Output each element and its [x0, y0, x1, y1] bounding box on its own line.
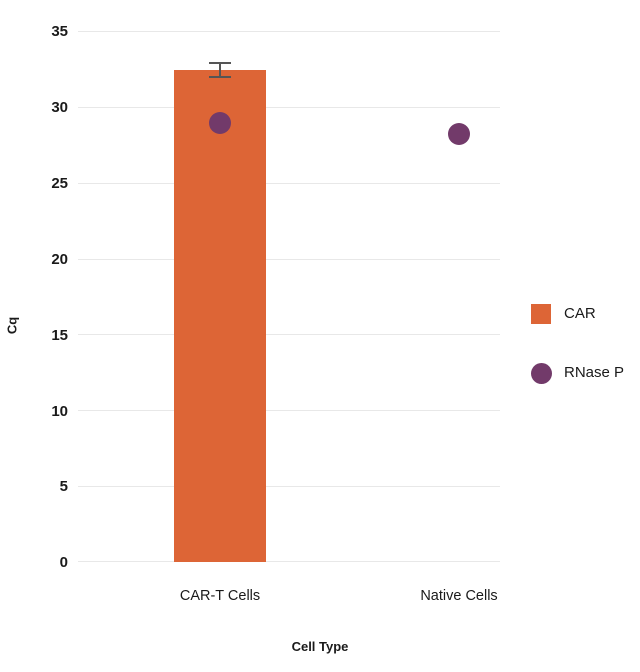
legend-label-rnase-p: RNase P	[564, 364, 625, 381]
point-rnasep-native-cells[interactable]	[448, 123, 470, 145]
y-tick-label-20: 20	[51, 251, 68, 268]
y-tick-label-25: 25	[51, 175, 68, 192]
plot-area	[78, 31, 500, 562]
gridline-10	[78, 410, 500, 411]
y-axis-title: Cq	[4, 316, 20, 335]
gridline-35	[78, 31, 500, 32]
y-tick-label-35: 35	[51, 23, 68, 40]
y-tick-label-5: 5	[59, 478, 68, 495]
x-tick-label-native-cells: Native Cells	[420, 588, 498, 604]
y-tick-label-30: 30	[51, 99, 68, 116]
y-tick-label-10: 10	[51, 403, 68, 420]
y-tick-label-0: 0	[59, 554, 68, 571]
legend-label-car: CAR	[564, 305, 596, 322]
error-bar-cap-upper-cart-cells	[209, 62, 231, 64]
error-bar-line-cart-cells	[219, 63, 221, 77]
point-rnasep-cart-cells[interactable]	[209, 112, 231, 134]
gridline-5	[78, 486, 500, 487]
x-axis-title: Cell Type	[291, 639, 349, 654]
y-tick-label-15: 15	[51, 327, 68, 344]
bar-car-cart-cells[interactable]	[174, 70, 266, 562]
gridline-25	[78, 183, 500, 184]
legend-swatch-square-icon	[531, 304, 551, 324]
gridline-15	[78, 334, 500, 335]
gridline-30	[78, 107, 500, 108]
legend-swatch-circle-icon	[531, 363, 552, 384]
x-tick-label-cart-cells: CAR-T Cells	[179, 588, 261, 604]
error-bar-cap-lower-cart-cells	[209, 76, 231, 78]
gridline-0	[78, 561, 500, 562]
gridline-20	[78, 259, 500, 260]
